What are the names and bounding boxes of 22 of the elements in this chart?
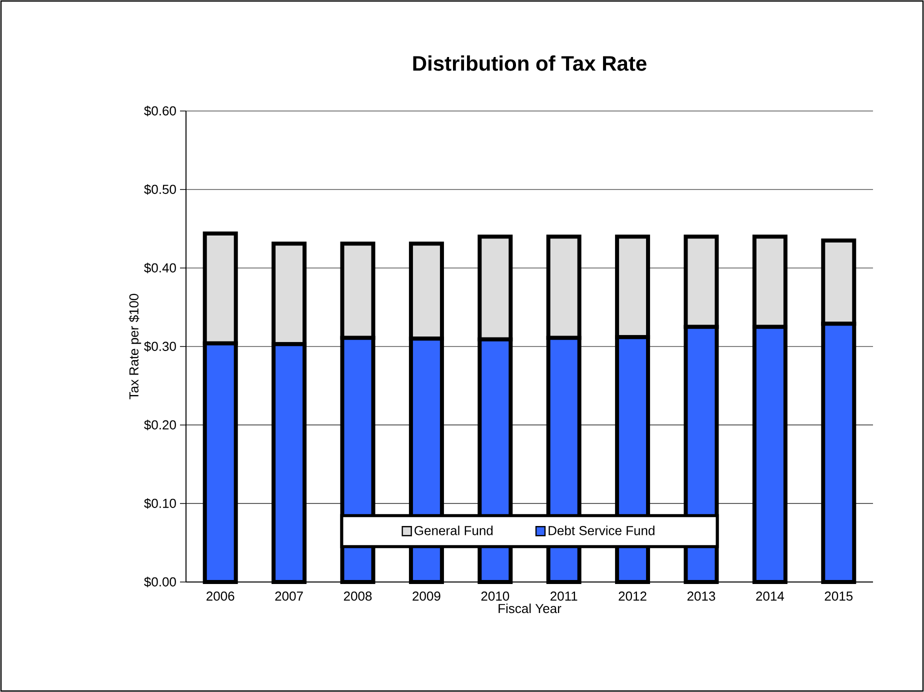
y-tick-label: $0.30 bbox=[144, 341, 176, 352]
x-tick-label: 2009 bbox=[412, 592, 440, 601]
x-tick-label: 2011 bbox=[550, 592, 578, 601]
y-axis-title: Tax Rate per $100 bbox=[128, 294, 142, 400]
legend-label: General Fund bbox=[414, 526, 493, 536]
y-tick-label: $0.00 bbox=[144, 576, 176, 588]
y-tick-label: $0.50 bbox=[144, 184, 176, 195]
chart-title: Distribution of Tax Rate bbox=[413, 55, 646, 71]
x-tick-label: 2012 bbox=[618, 592, 646, 601]
y-tick-label: $0.10 bbox=[144, 498, 176, 509]
y-tick-label: $0.20 bbox=[144, 420, 176, 430]
x-tick-label: 2015 bbox=[824, 592, 853, 601]
x-tick-label: 2013 bbox=[687, 592, 716, 601]
x-tick-label: 2007 bbox=[275, 592, 303, 601]
x-tick-label: 2006 bbox=[206, 592, 234, 601]
x-tick-label: 2010 bbox=[481, 592, 510, 601]
y-tick-label: $0.60 bbox=[144, 106, 176, 116]
legend-label: Debt Service Fund bbox=[548, 526, 654, 536]
x-tick-label: 2008 bbox=[344, 592, 372, 601]
y-tick-label: $0.40 bbox=[144, 262, 176, 274]
x-axis-title: Fiscal Year bbox=[498, 604, 562, 614]
x-tick-label: 2014 bbox=[756, 592, 784, 601]
